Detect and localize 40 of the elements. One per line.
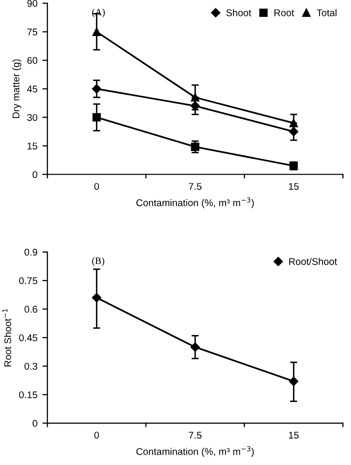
y-tick-label: 0.6 [24,306,38,313]
y-axis-title: Dry matter (g) [12,59,22,118]
x-tick-label: 15 [289,183,299,190]
y-tick-label: 0.15 [19,391,38,398]
point [289,126,298,136]
legend-label: Root/Shoot [289,258,338,266]
x-tick-label: 7.5 [188,183,202,190]
x-tick-label: 7.5 [188,432,202,439]
x-tick-label: 0 [94,182,99,190]
x-tick-label: 15 [289,432,299,439]
y-tick-label: 0.75 [19,277,38,284]
y-tick-label: 15 [28,142,38,150]
legend-label: Shoot [226,9,252,16]
annotation: (B) [92,257,104,266]
y-tick-label: 0.9 [24,248,38,256]
point [190,93,200,102]
point [190,342,200,352]
point [289,376,298,386]
x-tick-label: 0 [94,432,99,439]
y-tick-label: 30 [27,114,38,121]
point [190,142,200,151]
y-tick-label: 90 [27,0,38,7]
x-axis-title: Contamination (%, m³ m$^{−3}$) [136,197,254,208]
y-tick-label: 60 [27,57,38,64]
x-axis-title: Contamination (%, m³ m$^{−3}$) [136,446,254,457]
point [290,118,298,128]
y-axis-title: Root Shoot$^{−1}$ [2,309,12,366]
y-tick-label: 0.45 [19,334,38,342]
point [92,84,102,94]
point [190,101,200,111]
y-tick-label: 45 [27,86,38,92]
legend-label: Root [274,9,294,16]
point [92,113,101,122]
y-tick-label: 0.3 [24,362,38,370]
legend-label: Total [316,9,336,16]
point [92,28,101,36]
y-tick-label: 75 [27,28,38,36]
y-tick-label: 0 [32,171,38,178]
y-tick-label: 0 [32,420,38,427]
point [92,293,102,302]
